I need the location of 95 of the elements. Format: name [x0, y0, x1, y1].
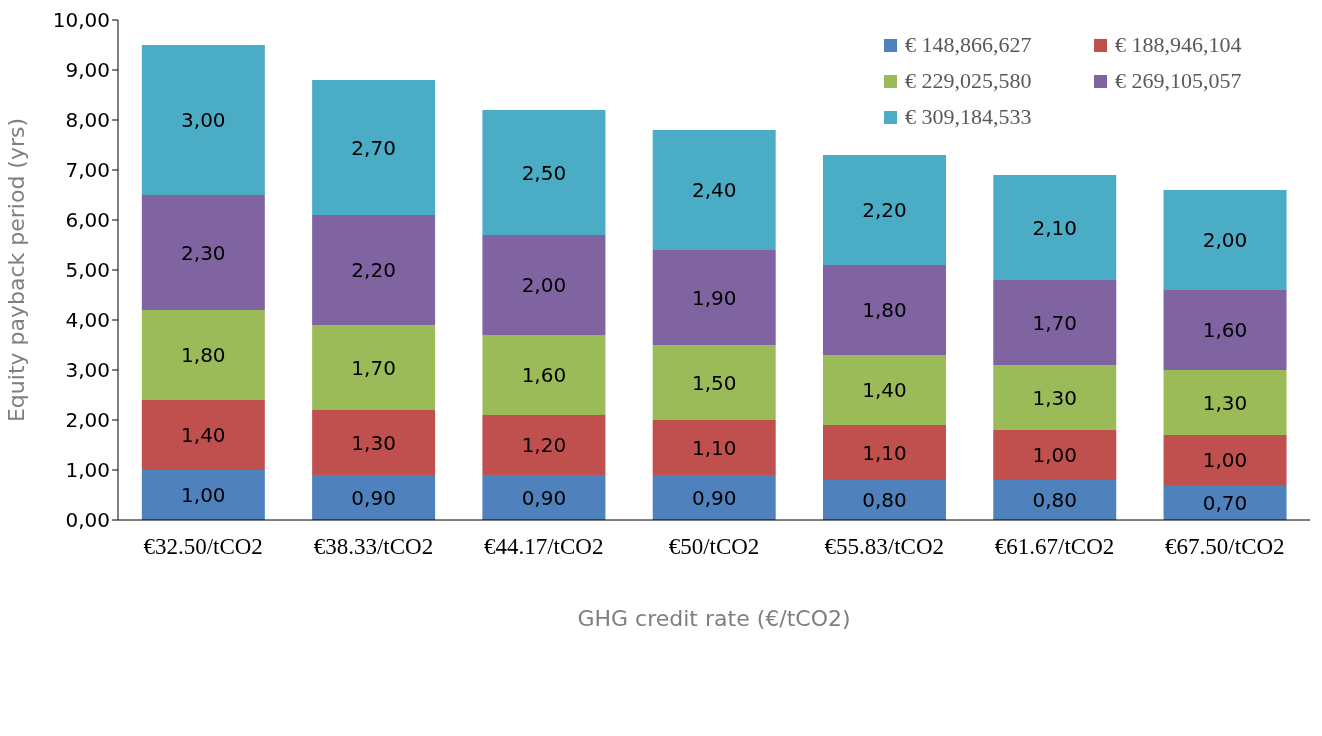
- x-tick-label: €50/tCO2: [668, 534, 760, 560]
- data-label: 0,90: [691, 485, 737, 510]
- data-label: 1,30: [1032, 385, 1078, 410]
- bar: [482, 415, 606, 475]
- bar: [312, 80, 436, 215]
- bar: [652, 250, 776, 345]
- y-tick-label: 4,00: [65, 308, 110, 333]
- legend-label: € 269,105,057: [1114, 68, 1243, 94]
- data-label: 1,40: [862, 378, 907, 402]
- y-tick-label: 3,00: [65, 358, 110, 383]
- x-tick-label: €32.50/tCO2: [143, 534, 263, 560]
- bar: [141, 195, 265, 310]
- bar: [141, 310, 265, 400]
- data-label: 0,90: [351, 485, 396, 510]
- data-label: 0,80: [1032, 488, 1078, 512]
- bar: [652, 420, 776, 475]
- data-label: 2,40: [691, 178, 737, 202]
- y-tick-label: 10,00: [52, 8, 110, 33]
- bar: [822, 155, 946, 265]
- data-label: 1,30: [351, 430, 396, 455]
- bar: [1163, 435, 1287, 485]
- data-label: 0,80: [862, 488, 907, 512]
- data-label: 1,10: [862, 440, 907, 465]
- data-label: 1,80: [862, 298, 907, 322]
- y-tick-label: 1,00: [65, 458, 110, 483]
- data-label: 1,40: [181, 423, 226, 447]
- bar: [652, 130, 776, 250]
- bar: [482, 235, 606, 335]
- x-axis-title: GHG credit rate (€/tCO2): [577, 605, 851, 631]
- data-label: 1,20: [521, 433, 567, 457]
- bar: [141, 470, 265, 520]
- bar: [141, 45, 265, 195]
- bar: [1163, 290, 1287, 370]
- x-tick-label: €38.33/tCO2: [313, 534, 434, 560]
- bar: [652, 475, 776, 520]
- data-label: 1,30: [1202, 390, 1248, 415]
- x-tick-label: €44.17/tCO2: [483, 534, 604, 560]
- x-tick-label: €61.67/tCO2: [994, 534, 1115, 560]
- x-tick-label: €55.83/tCO2: [824, 534, 945, 560]
- bar: [993, 280, 1117, 365]
- data-label: 1,60: [521, 363, 567, 387]
- y-tick-label: 6,00: [65, 208, 110, 233]
- data-label: 1,80: [181, 343, 226, 367]
- data-label: 1,50: [691, 370, 737, 395]
- data-label: 2,20: [351, 258, 396, 282]
- data-label: 1,00: [1202, 448, 1248, 472]
- data-label: 1,70: [351, 355, 396, 380]
- x-tick-label: €67.50/tCO2: [1165, 534, 1285, 560]
- bar: [993, 430, 1117, 480]
- data-label: 3,00: [181, 108, 226, 132]
- data-label: 0,70: [1202, 490, 1248, 515]
- y-tick-label: 0,00: [65, 508, 110, 533]
- bar: [1163, 190, 1287, 290]
- bar: [822, 265, 946, 355]
- bar: [1163, 485, 1287, 520]
- y-tick-label: 9,00: [65, 58, 110, 83]
- data-label: 2,00: [521, 273, 567, 297]
- bar: [822, 355, 946, 425]
- data-label: 1,70: [1032, 310, 1078, 335]
- legend-label: € 309,184,533: [904, 104, 1033, 130]
- data-label: 2,10: [1032, 215, 1078, 240]
- bar: [822, 480, 946, 520]
- data-label: 2,00: [1202, 228, 1248, 252]
- bar: [993, 480, 1117, 520]
- data-label: 1,10: [691, 435, 737, 460]
- y-tick-label: 7,00: [65, 158, 110, 183]
- y-tick-label: 8,00: [65, 108, 110, 133]
- y-tick-label: 2,00: [65, 408, 110, 433]
- bar: [993, 365, 1117, 430]
- data-label: 1,00: [181, 483, 226, 507]
- legend-label: € 188,946,104: [1114, 32, 1243, 58]
- data-label: 1,00: [1032, 443, 1078, 467]
- bar: [482, 335, 606, 415]
- data-label: 2,30: [181, 240, 226, 265]
- bar: [822, 425, 946, 480]
- legend-label: € 229,025,580: [904, 68, 1033, 94]
- bar: [482, 110, 606, 235]
- data-label: 0,90: [521, 485, 567, 510]
- bar: [482, 475, 606, 520]
- bar: [312, 215, 436, 325]
- bar: [652, 345, 776, 420]
- bar: [312, 325, 436, 410]
- data-label: 2,50: [521, 160, 567, 185]
- data-label: 1,90: [691, 285, 737, 310]
- bar: [312, 410, 436, 475]
- bar: [993, 175, 1117, 280]
- legend-label: € 148,866,627: [904, 32, 1033, 58]
- bar: [1163, 370, 1287, 435]
- data-label: 2,70: [351, 135, 396, 160]
- bar: [312, 475, 436, 520]
- data-label: 2,20: [862, 198, 907, 222]
- data-label: 1,60: [1202, 318, 1248, 342]
- y-tick-label: 5,00: [65, 258, 110, 283]
- bar: [141, 400, 265, 470]
- y-axis-title: Equity payback period (yrs): [3, 117, 29, 423]
